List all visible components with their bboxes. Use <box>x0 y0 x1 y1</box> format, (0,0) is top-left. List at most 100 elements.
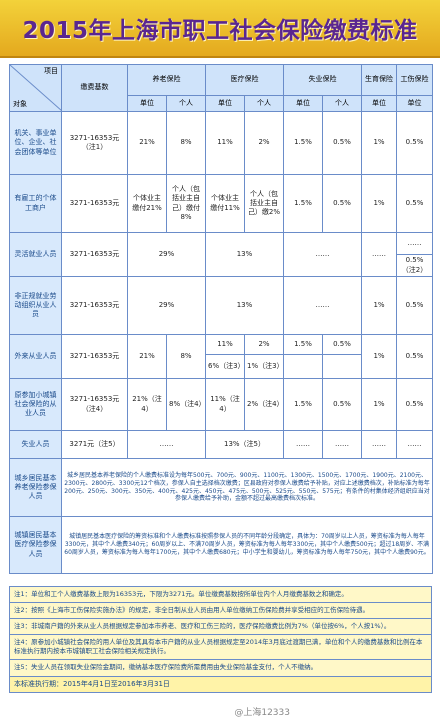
note-3: 注3：非城南户籍的外来从业人员根据规定参加本市养老、医疗和工伤三险的，医疗保险缴… <box>9 619 432 636</box>
cell-unemp-personal: 0.5% <box>322 334 362 355</box>
cell-base: 3271-16353元 <box>61 232 128 277</box>
cell-medical-personal-a: 2% <box>244 334 284 355</box>
cell-pension-personal: 8% <box>166 334 206 379</box>
row-name: 失业人员 <box>9 430 62 459</box>
header-medical: 医疗保险 <box>205 64 284 96</box>
cell-medical-unit-a: 11% <box>205 334 245 355</box>
corner-object-label: 对象 <box>13 99 27 108</box>
cell-medical-personal: 2%（注4） <box>244 378 284 431</box>
header-unemployment: 失业保险 <box>283 64 362 96</box>
table-row: 非正规就业劳动组织从业人员 3271-16353元 29% 13% …… 1% … <box>9 276 433 335</box>
corner-item-label: 项目 <box>44 67 58 75</box>
note-1: 注1：单位和工个人缴费基数上限为16353元，下限为3271元。单位缴费基数按所… <box>9 586 432 604</box>
cell-pension-personal: 个人（包括业主自己）缴付8% <box>166 174 206 233</box>
table-row: 失业人员 3271元（注5） …… 13%（注5） …… …… …… …… <box>9 430 433 459</box>
row-name: 非正规就业劳动组织从业人员 <box>9 276 62 335</box>
cell-maternity: 1% <box>361 334 397 379</box>
cell-unemp-unit: 1.5% <box>283 378 323 431</box>
subheader-medical-unit: 单位 <box>205 94 245 113</box>
row-name: 原参加小城镇社会保险的从业人员 <box>9 378 62 431</box>
cell-medical-unit: 11%（注4） <box>205 378 245 431</box>
subheader-unemp-unit: 单位 <box>283 94 323 113</box>
cell-medical-unit: 11% <box>205 111 245 175</box>
cell-pension-unit: 21% <box>127 111 167 175</box>
table-row: 有雇工的个体工商户 3271-16353元 个体业主缴付21% 个人（包括业主自… <box>9 174 433 233</box>
table-row: 灵活就业人员 3271-16353元 29% 13% …… …… …… <box>9 232 433 277</box>
cell-unemp-combined: …… <box>283 276 362 335</box>
title-banner: 2015年上海市职工社会保险缴费标准 <box>0 0 440 58</box>
cell-unemp-personal: 0.5% <box>322 378 362 431</box>
cell-pension-unit: 21% <box>127 334 167 379</box>
header-pension: 养老保险 <box>127 64 206 96</box>
cell-maternity: 1% <box>361 378 397 431</box>
cell-medical-combined: 13% <box>205 232 284 277</box>
row-name: 外来从业人员 <box>9 334 62 379</box>
cell-description: 城镇居民基本医疗保险的筹资标准和个人缴费标准按照参保人员的不同年龄分段确定，具体… <box>61 516 433 574</box>
cell-medical-unit: 个体业主缴付11% <box>205 174 245 233</box>
cell-injury: 0.5% <box>396 276 433 335</box>
subheader-pension-unit: 单位 <box>127 94 167 113</box>
table-row: 0.5%（注2） <box>10 254 433 277</box>
cell-unemp-unit: …… <box>283 430 323 459</box>
subheader-medical-personal: 个人 <box>244 94 284 113</box>
cell-base: 3271-16353元（注4） <box>61 378 128 431</box>
subheader-pension-personal: 个人 <box>166 94 206 113</box>
cell-injury-bottom: 0.5%（注2） <box>396 254 433 277</box>
cell-injury: 0.5% <box>396 378 433 431</box>
cell-maternity: 1% <box>361 174 397 233</box>
table-row: 原参加小城镇社会保险的从业人员 3271-16353元（注4） 21%（注4） … <box>9 378 433 431</box>
cell-unemp-personal: 0.5% <box>322 174 362 233</box>
notes-section: 注1：单位和工个人缴费基数上限为16353元，下限为3271元。单位缴费基数按所… <box>9 586 432 694</box>
table-row: 机关、事业单位、企业、社会团体等单位 3271-16353元（注1） 21% 8… <box>9 111 433 175</box>
table-row: 外来从业人员 3271-16353元 21% 8% 11% 2% 1.5% 0.… <box>9 334 433 379</box>
cell-medical-personal: 2% <box>244 111 284 175</box>
cell-unemp-unit: 1.5% <box>283 334 323 355</box>
cell-injury: 0.5% <box>396 111 433 175</box>
cell-unemp-personal-b <box>322 354 362 379</box>
note-4: 注4：原参加小城镇社会保险的用人单位及其具有本市户籍的从业人员根据规定至2014… <box>9 635 432 661</box>
cell-injury: 0.5% <box>396 174 433 233</box>
execution-period: 本标准执行期：2015年4月1日至2016年3月31日 <box>9 676 432 694</box>
cell-maternity: …… <box>361 430 397 459</box>
subheader-injury-unit: 单位 <box>396 94 433 113</box>
cell-medical-personal: 个人（包括业主自己）缴2% <box>244 174 284 233</box>
table-row: 城镇居民基本医疗保险参保人员 城镇居民基本医疗保险的筹资标准和个人缴费标准按照参… <box>9 516 433 574</box>
subheader-unemp-personal: 个人 <box>322 94 362 113</box>
contribution-table: 项目 对象 缴费基数 养老保险 医疗保险 失业保险 生育保险 工伤保险 单位 个… <box>9 64 433 574</box>
cell-pension-personal: 8%（注4） <box>166 378 206 431</box>
cell-medical-combined: 13%（注5） <box>205 430 284 459</box>
cell-description: 城乡居民基本养老保险的个人缴费标准设为每年500元、700元、900元、1100… <box>61 458 433 517</box>
cell-base: 3271-16353元（注1） <box>61 111 128 175</box>
header-base: 缴费基数 <box>61 64 128 112</box>
cell-unemp-unit: 1.5% <box>283 174 323 233</box>
watermark: @上海12333 <box>234 708 290 718</box>
cell-base: 3271-16353元 <box>61 276 128 335</box>
cell-unemp-personal: 0.5% <box>322 111 362 175</box>
cell-medical-personal-b: 1%（注3） <box>244 354 284 379</box>
table-row: 城乡居民基本养老保险参保人员 城乡居民基本养老保险的个人缴费标准设为每年500元… <box>9 458 433 517</box>
header-injury: 工伤保险 <box>396 64 433 96</box>
cell-medical-unit-b: 6%（注3） <box>205 354 245 379</box>
table-row: 6%（注3） 1%（注3） <box>10 354 433 379</box>
note-5: 注5：失业人员在领取失业保险金期间，缴纳基本医疗保险费所需费用由失业保险基金支付… <box>9 660 432 677</box>
cell-unemp-personal: …… <box>322 430 362 459</box>
cell-injury-top: …… <box>396 232 433 255</box>
page-title: 2015年上海市职工社会保险缴费标准 <box>22 18 418 44</box>
row-name: 机关、事业单位、企业、社会团体等单位 <box>9 111 62 175</box>
cell-unemp-unit-b <box>283 354 323 379</box>
cell-unemp-combined: …… <box>283 232 362 277</box>
corner-diagonal <box>10 65 62 111</box>
cell-injury: …… <box>396 430 433 459</box>
cell-pension-unit: 21%（注4） <box>127 378 167 431</box>
cell-maternity: 1% <box>361 276 397 335</box>
cell-base: 3271元（注5） <box>61 430 128 459</box>
cell-pension-combined: 29% <box>127 276 206 335</box>
cell-pension-combined: 29% <box>127 232 206 277</box>
cell-maternity: 1% <box>361 111 397 175</box>
cell-medical-combined: 13% <box>205 276 284 335</box>
row-name: 灵活就业人员 <box>9 232 62 277</box>
cell-pension-personal: 8% <box>166 111 206 175</box>
subheader-maternity-unit: 单位 <box>361 94 397 113</box>
cell-base: 3271-16353元 <box>61 334 128 379</box>
